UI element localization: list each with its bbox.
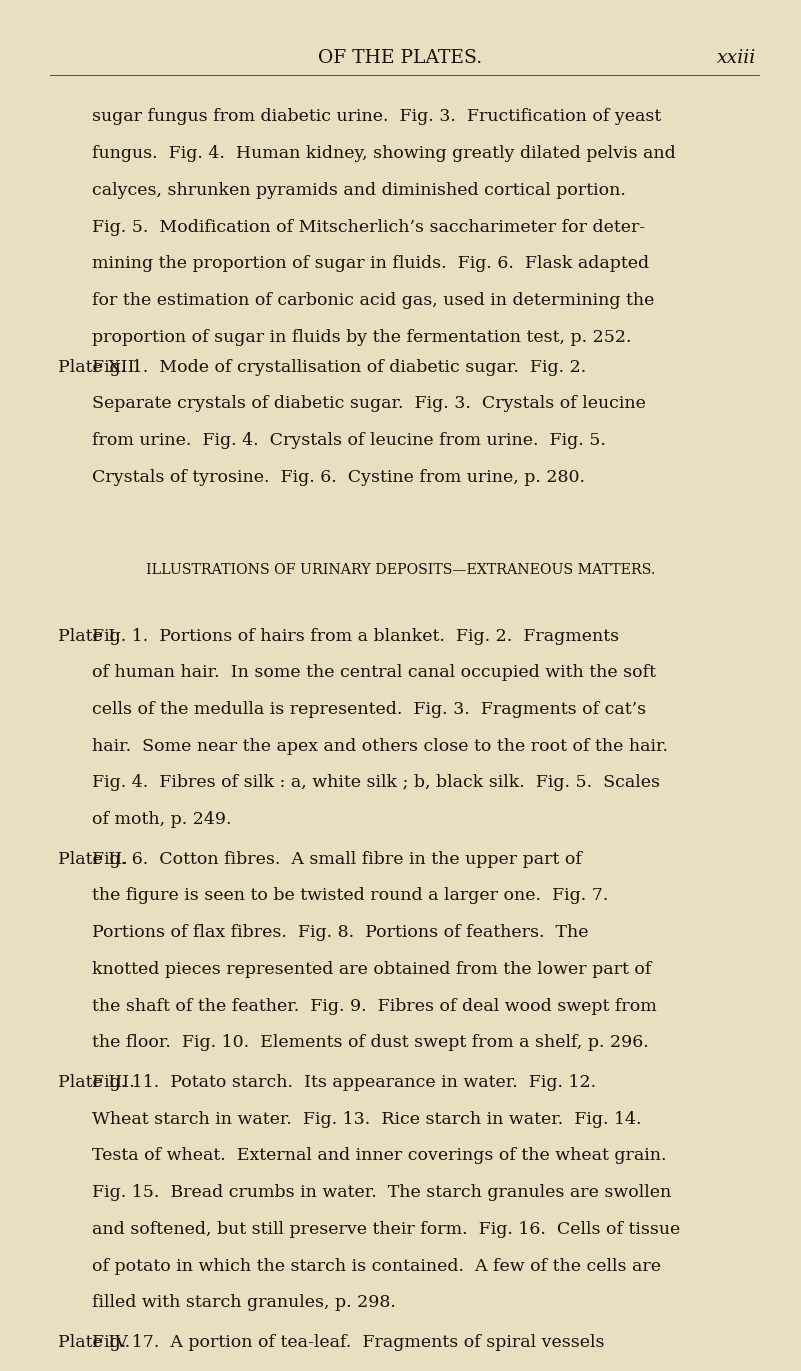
- Text: Plate III.: Plate III.: [58, 1073, 135, 1091]
- Text: Plate II.: Plate II.: [58, 850, 127, 868]
- Text: Separate crystals of diabetic sugar.  Fig. 3.  Crystals of leucine: Separate crystals of diabetic sugar. Fig…: [92, 395, 646, 413]
- Text: Wheat starch in water.  Fig. 13.  Rice starch in water.  Fig. 14.: Wheat starch in water. Fig. 13. Rice sta…: [92, 1111, 642, 1127]
- Text: Fig. 15.  Bread crumbs in water.  The starch granules are swollen: Fig. 15. Bread crumbs in water. The star…: [92, 1185, 671, 1201]
- Text: the figure is seen to be twisted round a larger one.  Fig. 7.: the figure is seen to be twisted round a…: [92, 887, 609, 905]
- Text: cells of the medulla is represented.  Fig. 3.  Fragments of cat’s: cells of the medulla is represented. Fig…: [92, 701, 646, 718]
- Text: hair.  Some near the apex and others close to the root of the hair.: hair. Some near the apex and others clos…: [92, 738, 668, 754]
- Text: of potato in which the starch is contained.  A few of the cells are: of potato in which the starch is contain…: [92, 1257, 661, 1275]
- Text: Fig. 11.  Potato starch.  Its appearance in water.  Fig. 12.: Fig. 11. Potato starch. Its appearance i…: [92, 1073, 596, 1091]
- Text: Plate IV.: Plate IV.: [58, 1334, 130, 1350]
- Text: Fig. 6.  Cotton fibres.  A small fibre in the upper part of: Fig. 6. Cotton fibres. A small fibre in …: [92, 850, 582, 868]
- Text: Fig. 17.  A portion of tea-leaf.  Fragments of spiral vessels: Fig. 17. A portion of tea-leaf. Fragment…: [92, 1334, 605, 1350]
- Text: calyces, shrunken pyramids and diminished cortical portion.: calyces, shrunken pyramids and diminishe…: [92, 182, 626, 199]
- Text: Fig. 1.  Portions of hairs from a blanket.  Fig. 2.  Fragments: Fig. 1. Portions of hairs from a blanket…: [92, 628, 619, 644]
- Text: the floor.  Fig. 10.  Elements of dust swept from a shelf, p. 296.: the floor. Fig. 10. Elements of dust swe…: [92, 1034, 649, 1052]
- Text: xxiii: xxiii: [717, 49, 756, 67]
- Text: Crystals of tyrosine.  Fig. 6.  Cystine from urine, p. 280.: Crystals of tyrosine. Fig. 6. Cystine fr…: [92, 469, 585, 485]
- Text: proportion of sugar in fluids by the fermentation test, p. 252.: proportion of sugar in fluids by the fer…: [92, 329, 632, 345]
- Text: of moth, p. 249.: of moth, p. 249.: [92, 812, 231, 828]
- Text: Portions of flax fibres.  Fig. 8.  Portions of feathers.  The: Portions of flax fibres. Fig. 8. Portion…: [92, 924, 589, 941]
- Text: sugar fungus from diabetic urine.  Fig. 3.  Fructification of yeast: sugar fungus from diabetic urine. Fig. 3…: [92, 108, 662, 125]
- Text: Fig. 1.  Mode of crystallisation of diabetic sugar.  Fig. 2.: Fig. 1. Mode of crystallisation of diabe…: [92, 359, 586, 376]
- Text: fungus.  Fig. 4.  Human kidney, showing greatly dilated pelvis and: fungus. Fig. 4. Human kidney, showing gr…: [92, 145, 676, 162]
- Text: ILLUSTRATIONS OF URINARY DEPOSITS—EXTRANEOUS MATTERS.: ILLUSTRATIONS OF URINARY DEPOSITS—EXTRAN…: [146, 563, 655, 577]
- Text: of human hair.  In some the central canal occupied with the soft: of human hair. In some the central canal…: [92, 665, 656, 681]
- Text: filled with starch granules, p. 298.: filled with starch granules, p. 298.: [92, 1294, 396, 1311]
- Text: Fig. 4.  Fibres of silk : a, white silk ; b, black silk.  Fig. 5.  Scales: Fig. 4. Fibres of silk : a, white silk ;…: [92, 775, 660, 791]
- Text: from urine.  Fig. 4.  Crystals of leucine from urine.  Fig. 5.: from urine. Fig. 4. Crystals of leucine …: [92, 432, 606, 450]
- Text: mining the proportion of sugar in fluids.  Fig. 6.  Flask adapted: mining the proportion of sugar in fluids…: [92, 255, 650, 273]
- Text: OF THE PLATES.: OF THE PLATES.: [319, 49, 482, 67]
- Text: Plate I.: Plate I.: [58, 628, 120, 644]
- Text: for the estimation of carbonic acid gas, used in determining the: for the estimation of carbonic acid gas,…: [92, 292, 654, 308]
- Text: Testa of wheat.  External and inner coverings of the wheat grain.: Testa of wheat. External and inner cover…: [92, 1148, 666, 1164]
- Text: and softened, but still preserve their form.  Fig. 16.  Cells of tissue: and softened, but still preserve their f…: [92, 1220, 680, 1238]
- Text: Plate XII.: Plate XII.: [58, 359, 140, 376]
- Text: Fig. 5.  Modification of Mitscherlich’s saccharimeter for deter-: Fig. 5. Modification of Mitscherlich’s s…: [92, 218, 646, 236]
- Text: the shaft of the feather.  Fig. 9.  Fibres of deal wood swept from: the shaft of the feather. Fig. 9. Fibres…: [92, 998, 657, 1015]
- Text: knotted pieces represented are obtained from the lower part of: knotted pieces represented are obtained …: [92, 961, 651, 978]
